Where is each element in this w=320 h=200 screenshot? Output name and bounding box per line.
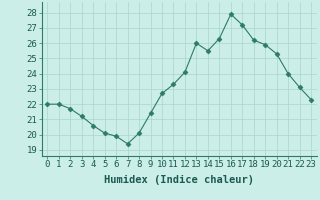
X-axis label: Humidex (Indice chaleur): Humidex (Indice chaleur) [104,175,254,185]
